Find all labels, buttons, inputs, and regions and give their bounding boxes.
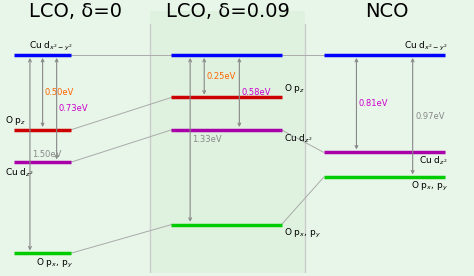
Text: NCO: NCO bbox=[365, 2, 409, 22]
Text: Cu d$_{z^2}$: Cu d$_{z^2}$ bbox=[5, 166, 34, 179]
Text: Cu d$_{x^2-y^2}$: Cu d$_{x^2-y^2}$ bbox=[404, 39, 448, 52]
Text: 0.97eV: 0.97eV bbox=[415, 112, 445, 121]
Text: 0.58eV: 0.58eV bbox=[242, 88, 271, 97]
Text: 1.33eV: 1.33eV bbox=[192, 135, 222, 144]
FancyBboxPatch shape bbox=[150, 11, 305, 273]
Text: 0.73eV: 0.73eV bbox=[58, 104, 88, 113]
Text: 1.50eV: 1.50eV bbox=[32, 150, 62, 159]
Text: O p$_x$, p$_y$: O p$_x$, p$_y$ bbox=[284, 227, 321, 240]
Text: Cu d$_{z^2}$: Cu d$_{z^2}$ bbox=[284, 132, 312, 145]
Text: 0.81eV: 0.81eV bbox=[359, 99, 388, 108]
FancyBboxPatch shape bbox=[305, 11, 471, 273]
Text: 0.25eV: 0.25eV bbox=[207, 72, 236, 81]
Text: LCO, δ=0: LCO, δ=0 bbox=[29, 2, 122, 22]
Text: O p$_z$: O p$_z$ bbox=[284, 82, 305, 95]
Text: O p$_z$: O p$_z$ bbox=[5, 114, 27, 127]
Text: O p$_x$, p$_y$: O p$_x$, p$_y$ bbox=[36, 257, 73, 270]
Text: Cu d$_{x^2-y^2}$: Cu d$_{x^2-y^2}$ bbox=[29, 39, 73, 52]
Text: O p$_x$, p$_y$: O p$_x$, p$_y$ bbox=[410, 180, 448, 193]
Text: 0.50eV: 0.50eV bbox=[45, 88, 74, 97]
Text: Cu d$_{z^2}$: Cu d$_{z^2}$ bbox=[419, 155, 448, 167]
Text: LCO, δ=0.09: LCO, δ=0.09 bbox=[166, 2, 290, 22]
FancyBboxPatch shape bbox=[3, 11, 150, 273]
